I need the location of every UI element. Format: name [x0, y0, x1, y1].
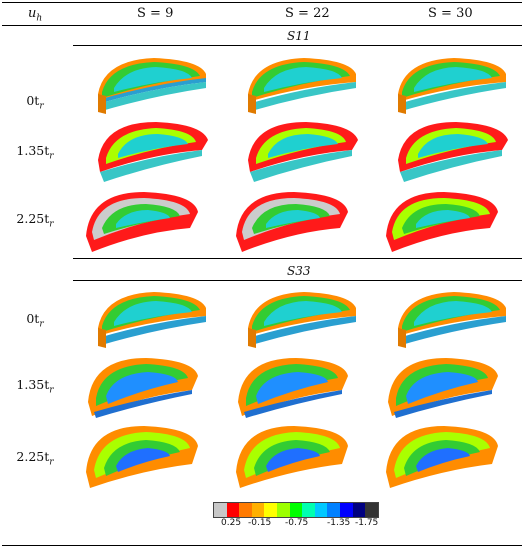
header-rule	[2, 25, 522, 26]
contour-s33-0t-s22	[242, 286, 362, 358]
contour-s11-0t-s9	[92, 52, 212, 124]
header-uh: uh	[28, 6, 43, 24]
legend-swatch	[289, 503, 303, 517]
contour-s33-135t-s30	[382, 352, 502, 424]
section-rule-s33	[73, 280, 522, 281]
top-rule	[2, 2, 522, 3]
section-rule-top-s33	[73, 258, 522, 259]
legend-swatch	[214, 503, 227, 517]
row-label-s33-2: 2.25tr	[16, 449, 54, 468]
contour-s11-0t-s22	[242, 52, 362, 124]
legend-tick-1: -0.15	[248, 518, 272, 528]
color-legend	[213, 502, 379, 518]
header-s22: S = 22	[285, 6, 330, 21]
header-s9: S = 9	[137, 6, 174, 21]
row-label-s11-0: 0tr	[26, 93, 44, 112]
legend-swatch	[302, 503, 315, 517]
contour-s11-225t-s30	[382, 186, 502, 258]
row-label-s11-1: 1.35tr	[16, 143, 54, 162]
row-label-s33-0: 0tr	[26, 311, 44, 330]
legend-swatch	[327, 503, 341, 517]
legend-swatch	[239, 503, 252, 517]
legend-tick-2: -0.75	[285, 518, 309, 528]
contour-s11-135t-s22	[242, 116, 362, 188]
legend-tick-3: -1.35	[327, 518, 351, 528]
legend-tick-0: 0.25	[221, 518, 242, 528]
contour-s11-225t-s22	[232, 186, 352, 258]
contour-s33-0t-s9	[92, 286, 212, 358]
legend-swatch	[251, 503, 265, 517]
contour-s33-225t-s22	[232, 420, 352, 492]
contour-s33-135t-s22	[232, 352, 352, 424]
contour-s11-0t-s30	[392, 52, 512, 124]
legend-tick-4: -1.75	[355, 518, 379, 528]
contour-s11-135t-s9	[92, 116, 212, 188]
row-label-s33-1: 1.35tr	[16, 377, 54, 396]
contour-s11-135t-s30	[392, 116, 512, 188]
section-rule-s11	[73, 45, 522, 46]
legend-swatch	[314, 503, 328, 517]
legend-swatch	[352, 503, 366, 517]
legend-swatch	[365, 503, 378, 517]
contour-s33-0t-s30	[392, 286, 512, 358]
legend-swatch	[340, 503, 353, 517]
contour-s33-135t-s9	[82, 352, 202, 424]
bottom-rule	[2, 545, 522, 546]
legend-swatch	[226, 503, 240, 517]
legend-swatch	[264, 503, 278, 517]
row-label-s11-2: 2.25tr	[16, 211, 54, 230]
header-s30: S = 30	[428, 6, 473, 21]
section-label-s11: S11	[287, 29, 311, 43]
contour-s11-225t-s9	[82, 186, 202, 258]
contour-s33-225t-s30	[382, 420, 502, 492]
section-label-s33: S33	[287, 264, 311, 278]
contour-s33-225t-s9	[82, 420, 202, 492]
legend-swatch	[277, 503, 290, 517]
